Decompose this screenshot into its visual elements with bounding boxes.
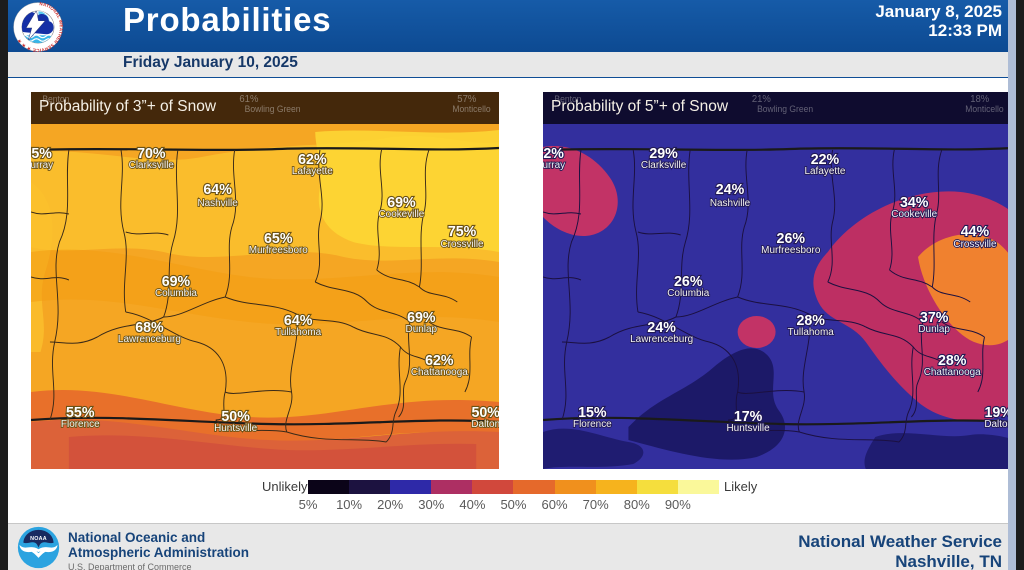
svg-text:Clarksville: Clarksville [129,160,175,171]
svg-text:Lafayette: Lafayette [804,166,845,177]
svg-text:44%: 44% [961,224,989,240]
svg-text:Murray: Murray [543,160,566,171]
svg-text:Nashville: Nashville [710,198,751,209]
svg-text:Chattanooga: Chattanooga [924,367,981,378]
svg-text:Lafayette: Lafayette [292,166,333,177]
svg-text:Lawrenceburg: Lawrenceburg [118,334,181,345]
svg-text:Crossville: Crossville [953,239,996,250]
svg-text:75%: 75% [448,224,476,240]
svg-text:Murfreesboro: Murfreesboro [761,245,820,256]
svg-text:Tullahoma: Tullahoma [275,327,321,338]
svg-text:64%: 64% [203,182,231,198]
svg-text:Crossville: Crossville [441,239,484,250]
svg-text:Dunlap: Dunlap [406,324,438,335]
svg-text:Columbia: Columbia [155,288,197,299]
svg-text:Dalton: Dalton [471,419,499,430]
svg-text:24%: 24% [716,182,744,198]
svg-text:Columbia: Columbia [667,288,709,299]
svg-text:Cookeville: Cookeville [378,209,424,220]
svg-text:Dunlap: Dunlap [918,324,950,335]
svg-text:Murfreesboro: Murfreesboro [249,245,308,256]
svg-text:Clarksville: Clarksville [641,160,687,171]
svg-text:Lawrenceburg: Lawrenceburg [630,334,693,345]
svg-text:Chattanooga: Chattanooga [411,367,468,378]
svg-text:Cookeville: Cookeville [891,209,937,220]
svg-text:Murray: Murray [31,160,54,171]
svg-text:NOAA: NOAA [30,536,47,542]
svg-text:Tullahoma: Tullahoma [788,327,834,338]
svg-text:Florence: Florence [61,419,100,430]
svg-text:Huntsville: Huntsville [214,423,257,434]
svg-text:Huntsville: Huntsville [726,423,769,434]
svg-text:Florence: Florence [573,419,612,430]
svg-text:Nashville: Nashville [197,198,238,209]
